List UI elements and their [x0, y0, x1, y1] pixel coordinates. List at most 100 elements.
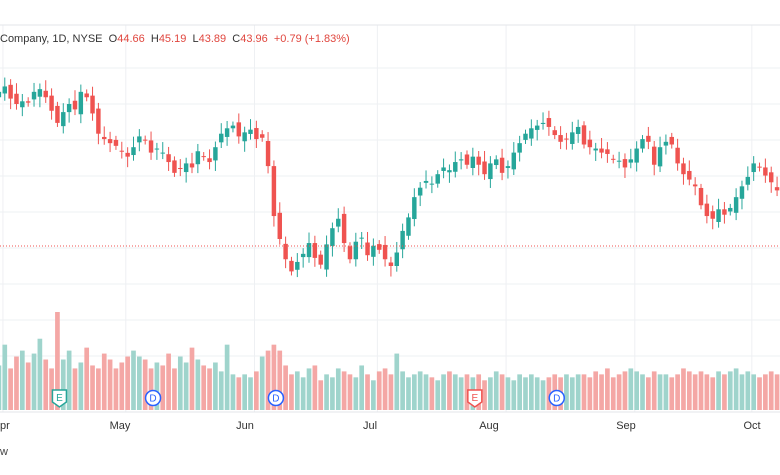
candle-body: [774, 187, 780, 191]
candle-body: [429, 183, 435, 185]
high-value: 45.19: [158, 33, 187, 45]
candle-body: [66, 104, 72, 113]
candle-body: [763, 167, 768, 176]
candle-body: [213, 147, 218, 161]
volume-bar: [154, 362, 160, 410]
volume-bar: [289, 374, 294, 410]
candle-body: [406, 217, 411, 236]
marker-label: E: [471, 393, 478, 404]
candle-body: [336, 218, 341, 227]
dividend-marker-icon[interactable]: D: [267, 389, 285, 407]
candle-body: [25, 101, 31, 103]
candle-body: [751, 163, 756, 173]
candle-body: [505, 166, 511, 168]
candle-body: [728, 207, 733, 212]
symbol-label: Company, 1D, NYSE: [0, 33, 103, 45]
candle-body: [704, 203, 710, 217]
volume-bar: [19, 350, 25, 410]
volume-bar: [646, 377, 651, 410]
earnings-marker-icon[interactable]: E: [51, 389, 68, 408]
volume-bar: [160, 365, 166, 410]
candle-body: [324, 244, 329, 270]
volume-bar: [634, 371, 639, 410]
volume-bar: [616, 374, 622, 410]
candle-body: [634, 148, 639, 163]
volume-bar: [517, 374, 522, 410]
marker-label: D: [272, 394, 279, 405]
candle-body: [745, 176, 751, 185]
candle-body: [142, 139, 148, 141]
candle-body: [651, 146, 657, 165]
candle-body: [716, 209, 721, 222]
candle-body: [628, 159, 634, 163]
candle-body: [271, 166, 277, 217]
volume-bar: [382, 368, 388, 410]
volume-bar: [540, 380, 546, 410]
volume-bar: [131, 350, 136, 410]
volume-bar: [394, 353, 400, 410]
volume-bar: [119, 362, 125, 410]
candle-body: [178, 167, 183, 169]
candle-body: [523, 133, 528, 140]
candle-body: [622, 159, 628, 168]
close-value: 43.96: [240, 33, 268, 45]
candle-body: [8, 84, 13, 99]
volume-bar: [107, 359, 113, 410]
volume-bar: [464, 374, 470, 410]
volume-bar: [259, 356, 265, 410]
candle-body: [388, 262, 394, 266]
volume-bar: [236, 377, 242, 410]
candle-body: [534, 125, 540, 130]
volume-bar: [482, 380, 487, 410]
candle-body: [458, 159, 464, 161]
marker-shape: [548, 389, 565, 407]
earnings-marker-icon[interactable]: E: [467, 389, 483, 408]
candle-body: [347, 246, 353, 260]
candle-body: [20, 101, 25, 108]
candle-body: [219, 133, 224, 143]
candle-body: [575, 126, 581, 134]
volume-bar: [388, 374, 394, 410]
candle-body: [681, 163, 686, 175]
grid-lines: [0, 24, 780, 413]
candle-body: [546, 118, 552, 127]
candle-body: [72, 100, 78, 110]
volume-bar: [189, 347, 195, 410]
candle-body: [137, 136, 142, 143]
candle-body: [96, 108, 101, 134]
volume-bar: [587, 377, 593, 410]
candle-body: [78, 91, 84, 115]
volume-bar: [423, 374, 429, 410]
candle-body: [692, 184, 698, 187]
open-value: 44.66: [117, 33, 145, 45]
candle-body: [236, 122, 242, 137]
candle-body: [663, 141, 669, 146]
volume-bar: [31, 353, 37, 410]
candle-body: [14, 93, 19, 104]
volume-bar: [113, 368, 119, 410]
volume-bar: [610, 377, 616, 410]
volume-bar: [359, 365, 365, 410]
volume-bar: [447, 371, 452, 410]
volume-bar: [347, 374, 353, 410]
dividend-marker-icon[interactable]: D: [548, 389, 565, 407]
candle-body: [529, 128, 534, 139]
volume-bar: [657, 374, 663, 410]
volume-bar: [218, 371, 224, 410]
low-value: 43.89: [198, 33, 227, 45]
dividend-marker-icon[interactable]: D: [144, 389, 162, 407]
candle-body: [113, 139, 119, 146]
volume-bar: [686, 371, 692, 410]
volume-bar: [306, 368, 312, 410]
volume-bar: [183, 362, 189, 410]
volume-bar: [312, 365, 318, 410]
candle-body: [125, 152, 130, 157]
candles: [0, 77, 780, 278]
candle-body: [365, 242, 370, 256]
volume-bar: [96, 368, 101, 410]
candle-body: [494, 159, 499, 166]
volume-bar: [523, 377, 528, 410]
